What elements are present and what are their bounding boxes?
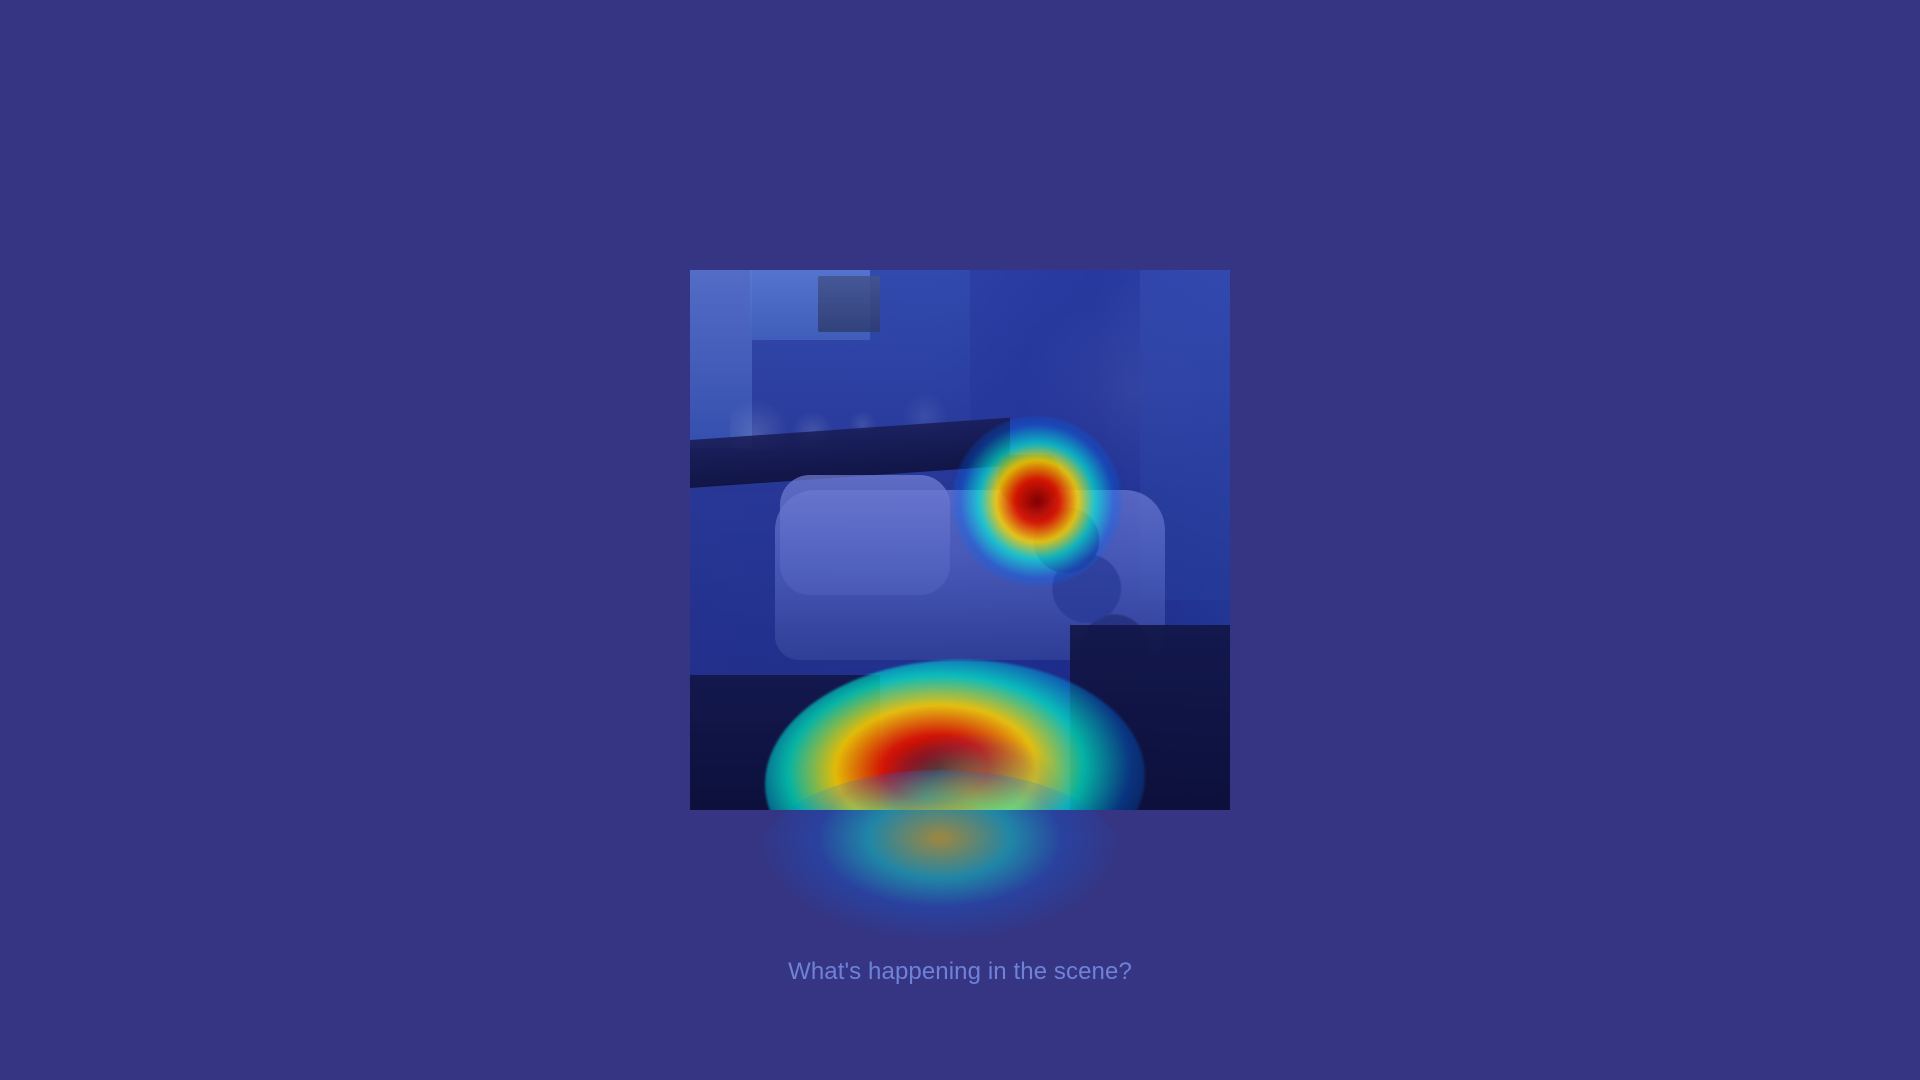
living-room-kitchen-photo <box>690 270 1230 810</box>
refrigerator-cabinet <box>690 270 752 448</box>
scene-question: What's happening in the scene? <box>788 958 1132 985</box>
image-frame <box>690 270 1230 810</box>
right-side-table <box>1070 625 1230 810</box>
left-side-table <box>690 675 880 810</box>
microwave <box>818 276 880 332</box>
